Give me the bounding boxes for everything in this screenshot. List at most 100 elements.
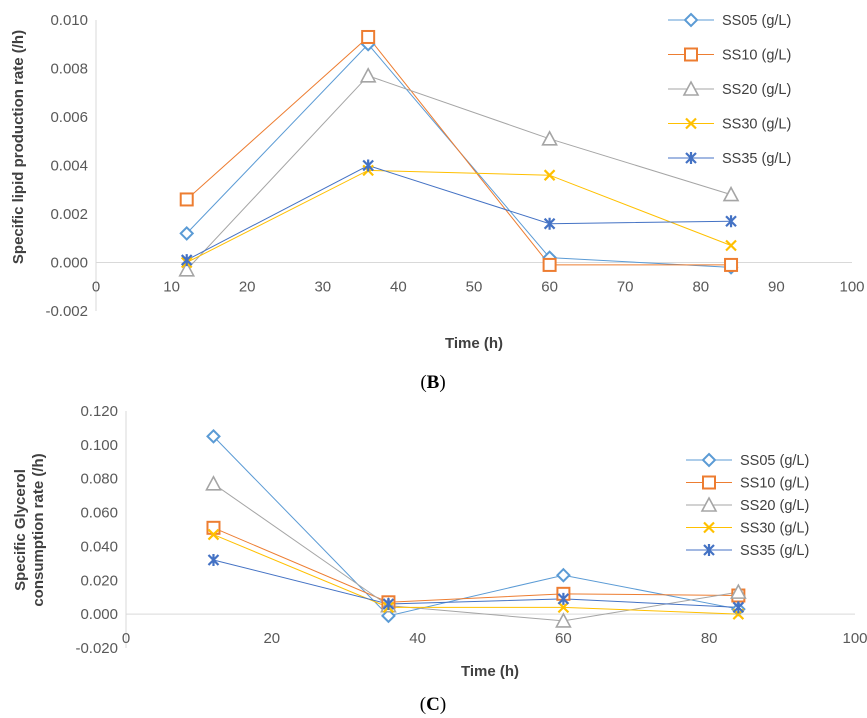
x-tick-label: 70: [617, 279, 634, 296]
panel-label-part: ): [440, 694, 446, 715]
y-tick-label: 0.000: [80, 606, 118, 623]
legend-marker: [701, 452, 717, 468]
panel-label-part: ): [439, 372, 445, 393]
x-tick-label: 20: [263, 630, 280, 647]
data-point-ss30: [725, 239, 737, 252]
series-line-ss35: [213, 559, 739, 608]
legend-label: SS10 (g/L): [740, 476, 809, 492]
series-line-ss35: [186, 164, 732, 261]
series-line-ss20: [186, 75, 732, 271]
x-axis-title: Time (h): [461, 663, 519, 680]
legend-label: SS10 (g/L): [722, 48, 791, 64]
data-point-ss10: [179, 192, 194, 207]
x-tick-label: 90: [768, 279, 785, 296]
data-point-ss20: [205, 475, 222, 491]
y-axis-title-line: Specific Glycerol: [12, 469, 29, 591]
x-axis-title: Time (h): [445, 335, 503, 352]
legend-label: SS05 (g/L): [722, 13, 791, 29]
panel-label-part: B: [427, 372, 440, 393]
y-tick-label: 0.008: [50, 61, 88, 78]
y-tick-label: 0.010: [50, 12, 88, 29]
data-point-ss30: [557, 601, 570, 614]
data-point-ss35: [362, 159, 374, 172]
x-tick-label: 80: [701, 630, 718, 647]
x-tick-label: 30: [314, 279, 331, 296]
data-point-ss35: [732, 601, 745, 614]
y-tick-label: 0.120: [80, 403, 118, 420]
data-point-ss20: [555, 612, 572, 628]
series-line-ss10: [213, 527, 739, 603]
legend-marker: [685, 117, 697, 130]
data-point-ss10: [361, 29, 376, 44]
data-point-ss05: [179, 225, 195, 241]
data-point-ss35: [725, 215, 737, 228]
panel-label-part: (: [420, 694, 426, 715]
legend-marker: [703, 521, 715, 534]
x-tick-label: 0: [122, 630, 130, 647]
legend-marker: [700, 496, 718, 512]
legend-marker: [702, 475, 716, 490]
legend-label: SS35 (g/L): [722, 151, 791, 167]
y-tick-label: 0.080: [80, 471, 118, 488]
x-tick-label: 40: [390, 279, 407, 296]
y-tick-label: -0.020: [75, 640, 118, 657]
series-line-ss10: [186, 36, 732, 266]
x-tick-label: 80: [692, 279, 709, 296]
legend-marker: [685, 152, 697, 164]
legend-marker: [684, 47, 698, 62]
panel-label: (B): [420, 372, 445, 393]
legend-label: SS35 (g/L): [740, 543, 809, 559]
data-point-ss30: [543, 169, 556, 181]
data-point-ss20: [178, 261, 196, 277]
series-line-ss05: [186, 43, 732, 268]
legend-label: SS30 (g/L): [740, 521, 809, 537]
data-point-ss20: [722, 185, 740, 202]
series-line-ss20: [213, 483, 739, 622]
y-tick-label: 0.000: [50, 255, 88, 272]
data-point-ss10: [724, 257, 739, 272]
y-tick-label: 0.004: [50, 158, 88, 175]
data-point-ss35: [207, 553, 220, 566]
series-line-ss30: [186, 169, 732, 263]
x-tick-label: 0: [92, 279, 100, 296]
panel-label-part: C: [426, 694, 440, 715]
x-tick-label: 50: [466, 279, 483, 296]
data-point-ss35: [557, 592, 570, 605]
data-point-ss30: [207, 528, 220, 541]
data-point-ss05: [381, 608, 396, 624]
y-tick-label: 0.006: [50, 109, 88, 126]
legend-marker: [703, 544, 715, 556]
series-line-ss30: [213, 534, 739, 615]
panel-label-part: (: [420, 372, 426, 393]
data-point-ss35: [180, 254, 193, 267]
data-point-ss05: [555, 567, 571, 583]
data-point-ss20: [359, 67, 377, 83]
y-tick-label: 0.020: [80, 572, 118, 589]
data-point-ss20: [541, 130, 558, 146]
data-point-ss35: [382, 597, 395, 610]
chart-panel-b: 0 10 20 30 40 50 60 70 80 90 100 -0.002 0.000 0.002 0.…: [10, 12, 865, 393]
data-point-ss10: [206, 520, 221, 535]
data-point-ss35: [543, 217, 556, 230]
legend-marker: [682, 80, 700, 96]
data-point-ss10: [542, 257, 557, 272]
x-tick-label: 10: [163, 279, 180, 296]
x-tick-label: 60: [555, 630, 572, 647]
legend-label: SS30 (g/L): [722, 117, 791, 133]
data-point-ss20: [730, 583, 747, 599]
y-tick-label: 0.100: [80, 437, 118, 454]
x-tick-label: 100: [842, 630, 867, 647]
legend-marker: [683, 12, 699, 28]
legend-label: SS20 (g/L): [740, 498, 809, 514]
y-axis-title: Specific lipid production rate (/h): [10, 30, 27, 264]
chart-panel-c: 0 20 40 60 80 100 -0.020 0.000 0.020 0.040 0.060 0.…: [12, 403, 867, 715]
x-tick-label: 40: [409, 630, 426, 647]
x-tick-label: 20: [239, 279, 256, 296]
y-axis-title-line: consumption rate (/h): [30, 453, 47, 606]
y-tick-label: 0.002: [50, 206, 88, 223]
data-point-ss05: [206, 428, 221, 444]
series-line-ss05: [213, 436, 739, 617]
x-tick-label: 60: [541, 279, 558, 296]
y-tick-label: 0.040: [80, 538, 118, 555]
